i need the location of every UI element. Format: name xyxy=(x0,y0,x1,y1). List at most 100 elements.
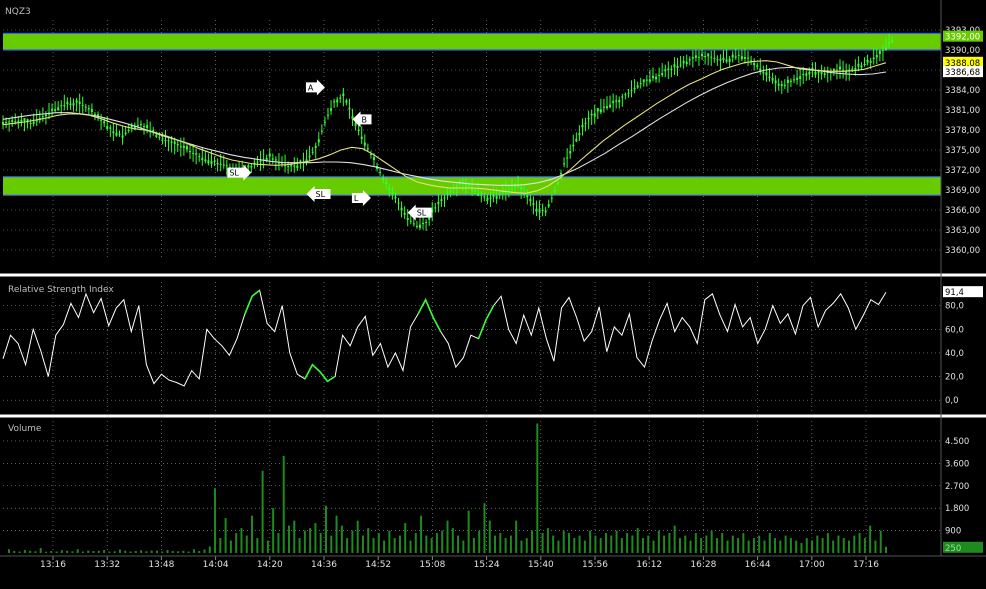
price-candle-body xyxy=(323,121,326,123)
volume-bar xyxy=(97,550,100,553)
time-axis: 13:16 13:32 13:48 14:04 14:20 14:36 14:52 15:08… xyxy=(40,556,879,570)
price-candle-body xyxy=(394,196,397,199)
volume-bar xyxy=(18,551,21,553)
price-candle-body xyxy=(139,124,142,125)
volume-bar xyxy=(425,535,428,553)
price-candle-body xyxy=(195,153,198,155)
price-candle-body xyxy=(750,60,753,62)
price-candle-body xyxy=(624,94,627,96)
volume-bar xyxy=(34,551,37,553)
volume-bar xyxy=(340,525,343,553)
price-tag-label: 3386,68 xyxy=(945,68,980,78)
price-candle-body xyxy=(780,84,783,87)
price-candle-body xyxy=(483,196,486,198)
volume-bar xyxy=(737,538,740,553)
time-tick-label: 17:00 xyxy=(799,560,825,570)
volume-bar xyxy=(647,535,650,553)
annotation-arrow-icon xyxy=(227,164,252,181)
price-candle-body xyxy=(553,190,556,192)
volume-bar xyxy=(684,535,687,553)
price-candle-body xyxy=(535,208,538,212)
volume-bar xyxy=(361,535,364,553)
price-candle-body xyxy=(532,203,535,205)
volume-bar xyxy=(467,510,470,553)
price-candle-body xyxy=(590,113,593,116)
price-candle-body xyxy=(81,104,84,106)
price-candle-body xyxy=(575,138,578,142)
price-candle-body xyxy=(2,122,4,125)
price-candle-body xyxy=(207,160,210,164)
annotation-label: SL xyxy=(229,169,239,178)
volume-bar xyxy=(293,520,296,553)
price-candle-body xyxy=(155,134,158,137)
price-candle-body xyxy=(133,126,136,130)
volume-bar xyxy=(869,525,872,553)
volume-bar xyxy=(678,538,681,553)
volume-bar xyxy=(208,546,211,553)
price-candle-body xyxy=(651,75,654,78)
volume-bar xyxy=(536,423,539,553)
price-candle-body xyxy=(446,193,449,195)
price-candle-body xyxy=(228,166,231,168)
price-candle-body xyxy=(103,121,106,124)
volume-bar xyxy=(214,488,217,553)
rsi-tick-label: 40,0 xyxy=(945,349,964,359)
volume-bar xyxy=(758,535,761,553)
price-candle-body xyxy=(566,157,569,159)
moving-average-fast xyxy=(2,60,887,194)
price-candle-body xyxy=(765,72,768,76)
annotation-arrow-icon xyxy=(351,190,371,206)
price-tick-label: 3372,00 xyxy=(945,166,980,176)
price-candle-body xyxy=(673,64,676,68)
volume-bar xyxy=(573,538,576,553)
price-candle-body xyxy=(342,93,345,96)
price-candle-body xyxy=(762,72,765,74)
volume-bar xyxy=(203,549,206,553)
volume-bar xyxy=(504,538,507,553)
annotation-arrow-icon xyxy=(352,111,372,128)
volume-bar xyxy=(583,540,586,553)
price-candle-body xyxy=(146,125,149,128)
price-candle-body xyxy=(661,73,664,76)
annotation-a: A xyxy=(305,79,325,96)
volume-bar xyxy=(552,535,555,553)
volume-bar xyxy=(826,533,829,553)
volume-bar xyxy=(182,550,185,553)
volume-bar xyxy=(351,530,354,553)
price-candle-body xyxy=(391,192,394,195)
price-candle-body xyxy=(464,184,467,188)
volume-bar xyxy=(641,538,644,553)
price-candle-body xyxy=(891,40,894,43)
price-candle-body xyxy=(664,69,667,72)
price-candle-body xyxy=(51,109,54,111)
price-candle-body xyxy=(793,79,796,81)
rsi-divergence-highlight xyxy=(304,363,336,383)
price-candle-body xyxy=(596,108,599,112)
price-candle-body xyxy=(35,119,38,122)
volume-bar xyxy=(266,540,269,553)
volume-bar xyxy=(404,523,407,553)
price-candle-body xyxy=(330,108,333,111)
price-candle-body xyxy=(63,105,66,107)
volume-bar xyxy=(589,530,592,553)
volume-bar xyxy=(346,538,349,553)
price-candle-body xyxy=(863,64,866,66)
price-candle-body xyxy=(667,68,670,70)
volume-bar xyxy=(177,551,180,553)
price-candle-body xyxy=(152,129,155,133)
price-candle-body xyxy=(271,158,274,160)
volume-bar xyxy=(330,535,333,553)
volume-bar xyxy=(620,538,623,553)
price-candle-body xyxy=(612,101,615,104)
price-candle-body xyxy=(78,101,81,104)
volume-bar xyxy=(398,535,401,553)
price-candle-body xyxy=(550,197,553,199)
price-candle-body xyxy=(495,195,498,199)
price-candle-body xyxy=(87,108,90,110)
price-candle-body xyxy=(136,125,139,127)
price-candle-body xyxy=(66,101,69,104)
price-candle-body xyxy=(314,145,317,148)
time-tick-label: 15:40 xyxy=(528,560,554,570)
price-candle-body xyxy=(796,77,799,80)
